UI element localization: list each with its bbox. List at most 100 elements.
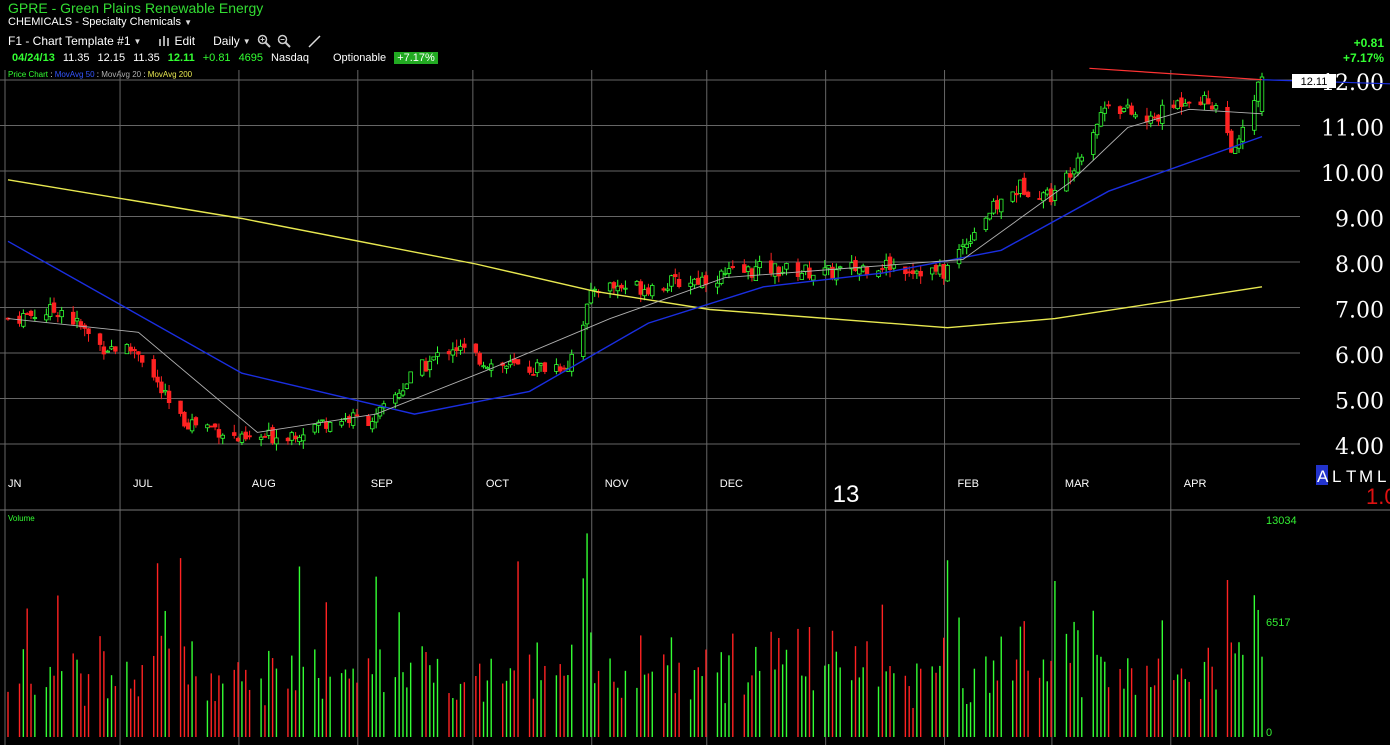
candle (554, 358, 559, 375)
candle (1179, 92, 1184, 115)
template-dropdown[interactable]: F1 - Chart Template #1 ▼ (8, 34, 141, 48)
m-button[interactable]: M (1359, 467, 1373, 486)
moving-averages (7, 67, 1390, 433)
l2-button[interactable]: L (1377, 467, 1386, 486)
t-button[interactable]: T (1346, 467, 1356, 486)
candle (316, 419, 321, 434)
candle (462, 337, 467, 353)
candle (780, 266, 785, 276)
candle (327, 421, 333, 433)
candle (531, 367, 536, 376)
candle (301, 428, 306, 449)
candle (945, 263, 950, 282)
candle (166, 385, 172, 410)
candle (1014, 185, 1019, 203)
draw-line-icon[interactable] (307, 34, 323, 48)
zoom-in-icon[interactable] (257, 34, 271, 48)
candle (596, 289, 601, 298)
l-button[interactable]: L (1332, 467, 1341, 486)
candle (676, 272, 682, 289)
x-tick-label: JUL (133, 478, 153, 490)
candle (450, 342, 456, 363)
candle (623, 280, 628, 295)
candle (86, 328, 91, 342)
quote-bar: 04/24/13 11.35 12.15 11.35 12.11 +0.81 4… (12, 52, 446, 64)
candle (82, 323, 87, 337)
legend-ma50: MovAvg 50 (54, 70, 95, 79)
candle (419, 359, 425, 378)
candle (404, 383, 410, 390)
candle (70, 306, 76, 326)
candle (435, 346, 440, 365)
candle (239, 431, 245, 446)
quote-open: 11.35 (62, 52, 90, 64)
candle (312, 424, 317, 435)
candle (914, 269, 920, 279)
year-label: 13 (833, 481, 860, 508)
candle (930, 267, 935, 281)
candle (446, 349, 452, 361)
y-tick-label: 9.00 (1335, 208, 1384, 233)
y-tick-label: 5.00 (1335, 390, 1384, 415)
candle (569, 349, 574, 377)
quote-high: 12.15 (97, 52, 126, 64)
candle (1091, 129, 1096, 161)
ma20-line (7, 108, 1263, 433)
candle (607, 281, 613, 298)
candle (987, 212, 992, 221)
candle (258, 433, 264, 447)
candle (1075, 152, 1081, 177)
candle (28, 309, 34, 320)
candle (1106, 100, 1111, 109)
candle (1240, 119, 1246, 150)
y-tick-label: 6.00 (1335, 344, 1384, 369)
candle (485, 366, 490, 370)
candle (1144, 107, 1150, 130)
candle (1198, 96, 1203, 106)
candle (74, 310, 80, 329)
candle (776, 265, 782, 283)
candle (155, 369, 160, 388)
last-price-box (1292, 74, 1336, 88)
candle (193, 416, 199, 428)
percent-change-badge: +7.17% (394, 52, 438, 64)
candle (960, 238, 966, 255)
candle (1129, 102, 1134, 116)
candle (822, 260, 828, 276)
candle (47, 297, 53, 321)
candle (212, 423, 218, 431)
candle (262, 433, 268, 438)
candle (209, 425, 214, 428)
candle (354, 408, 360, 417)
candle (730, 260, 735, 270)
template-label: F1 - Chart Template #1 (8, 34, 131, 48)
zoom-out-icon[interactable] (277, 34, 291, 48)
x-tick-label: OCT (486, 478, 510, 490)
a-button[interactable]: A (1317, 467, 1329, 486)
candle (136, 351, 141, 362)
candle (542, 361, 548, 375)
candle (189, 413, 195, 434)
y-tick-label: 4.00 (1335, 435, 1384, 460)
candle (366, 414, 371, 427)
candle (619, 283, 624, 292)
candle (584, 303, 590, 330)
change-abs: +0.81 (1353, 36, 1384, 50)
x-tick-label: AUG (252, 478, 276, 490)
y-tick-label: 7.00 (1335, 299, 1384, 324)
edit-button[interactable]: Edit (159, 34, 195, 48)
candle (1229, 129, 1234, 154)
chevron-down-icon: ▼ (133, 36, 142, 46)
candle (1018, 179, 1023, 198)
industry-dropdown[interactable]: CHEMICALS - Specialty Chemicals ▼ (8, 16, 192, 28)
candle (991, 198, 996, 215)
candle (1037, 191, 1042, 200)
period-dropdown[interactable]: Daily ▼ (213, 34, 251, 48)
candle (719, 269, 724, 286)
a-button-bg (1316, 465, 1328, 485)
candle (350, 408, 356, 429)
candle (538, 362, 544, 372)
candle (910, 263, 916, 280)
candle (581, 321, 586, 360)
candle (458, 339, 463, 355)
